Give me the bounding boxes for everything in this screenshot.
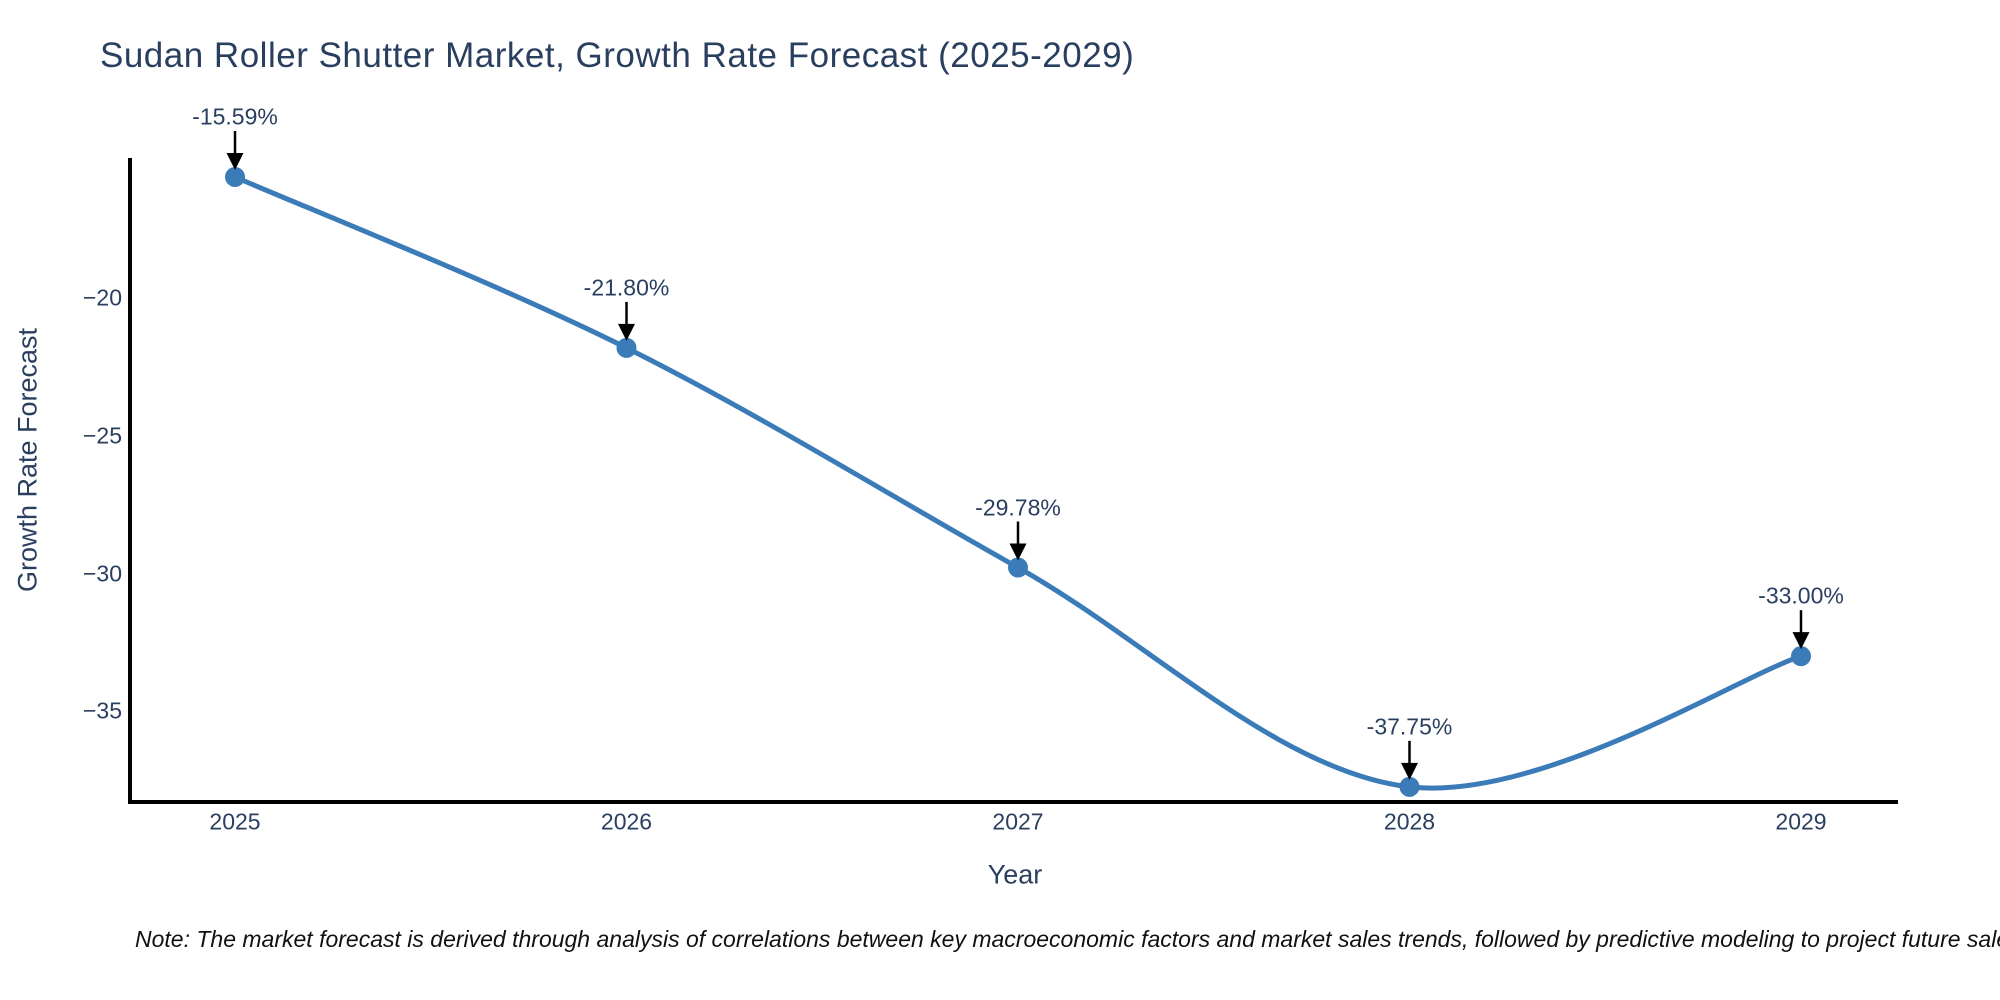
data-point-2029[interactable] — [1791, 646, 1811, 667]
data-point-2025[interactable] — [225, 166, 245, 187]
annotation-arrowhead-icon — [618, 323, 635, 341]
data-point-2027[interactable] — [1008, 557, 1028, 578]
trend-line — [232, 174, 1804, 791]
annotation-arrowhead-icon — [1401, 762, 1418, 780]
y-tick-−20: −20 — [82, 284, 122, 311]
y-tick-−25: −25 — [82, 422, 122, 449]
x-tick-2028: 2028 — [1383, 808, 1436, 835]
x-axis-title: Year — [987, 859, 1043, 890]
chart-title: Sudan Roller Shutter Market, Growth Rate… — [100, 36, 1135, 75]
annotation-arrowhead-icon — [1009, 543, 1027, 561]
x-tick-2026: 2026 — [600, 808, 653, 835]
point-annotation-2029: -33.00% — [1758, 582, 1844, 609]
y-tick-−30: −30 — [82, 560, 122, 587]
point-annotation-2026: -21.80% — [583, 274, 670, 301]
annotation-arrowhead-icon — [1792, 632, 1810, 650]
data-point-2028[interactable] — [1399, 776, 1420, 797]
point-annotation-2028: -37.75% — [1366, 713, 1453, 740]
y-tick-−35: −35 — [82, 697, 122, 724]
point-annotation-2027: -29.78% — [975, 494, 1061, 521]
x-tick-2029: 2029 — [1775, 808, 1827, 835]
x-tick-2025: 2025 — [209, 808, 261, 835]
data-point-2026[interactable] — [616, 337, 637, 358]
footnote: Note: The market forecast is derived thr… — [135, 926, 2000, 952]
x-tick-2027: 2027 — [992, 808, 1044, 835]
annotation-arrowhead-icon — [226, 152, 244, 170]
point-annotation-2025: -15.59% — [192, 103, 278, 130]
